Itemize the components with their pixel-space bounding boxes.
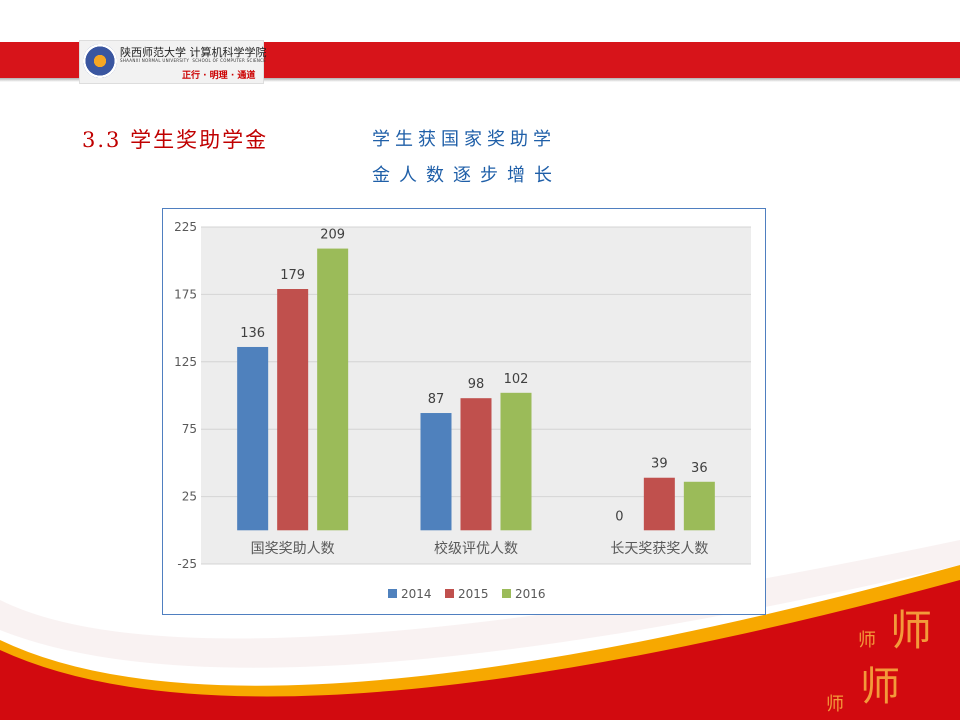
college-name-en: SCHOOL OF COMPUTER SCIENCE [192,58,267,63]
legend-label: 2015 [458,587,489,601]
college-name: 计算机科学学院 [189,46,267,59]
subtitle-line: 学生获国家奖助学 [372,129,556,150]
legend-swatch [502,589,511,598]
bar-2016 [683,481,715,531]
calligraphy-char: 师 [858,630,876,651]
calligraphy-char: 师 [860,664,900,710]
data-label: 209 [320,228,345,243]
data-label: 87 [428,392,445,407]
subtitle-line: 金人数逐步增长 [372,165,561,186]
bar-2015 [460,398,492,531]
calligraphy-char: 师 [826,694,844,715]
bar-2015 [643,477,675,531]
data-label: 0 [615,509,623,524]
data-label: 36 [691,461,708,476]
x-category-label: 长天奖获奖人数 [610,540,708,557]
chart-container: 225 175 125 75 25 -25 国奖奖助人数 136 179 209 校级评优人数 87 9… [162,208,766,615]
legend-label: 2016 [515,587,546,601]
y-tick-label: -25 [177,557,197,571]
data-label: 179 [280,268,305,283]
bar-2015 [277,289,309,531]
bar-2014 [420,413,452,531]
data-label: 98 [468,377,485,392]
x-category-label: 校级评优人数 [434,540,518,557]
university-name-en: SHAANXI NORMAL UNIVERSITY [120,58,190,63]
university-name: 陕西师范大学 [120,46,186,59]
data-label: 102 [504,372,529,387]
y-tick-label: 175 [174,287,197,301]
motto: 正行 · 明理 · 通道 [182,71,256,81]
y-tick-label: 225 [174,220,197,234]
y-tick-label: 25 [182,490,197,504]
calligraphy-logo: 师 师 师 师 [826,606,932,715]
y-tick-label: 125 [174,355,197,369]
bar-chart: 225 175 125 75 25 -25 国奖奖助人数 136 179 209 校级评优人数 87 9… [174,220,751,601]
section-title: 3.3 学生奖助学金 [82,128,269,152]
bar-2016 [317,248,349,531]
data-label: 136 [240,326,265,341]
legend-label: 2014 [401,587,432,601]
x-category-label: 国奖奖助人数 [251,540,335,557]
legend-swatch [388,589,397,598]
university-logo: 陕西师范大学 计算机科学学院 SHAANXI NORMAL UNIVERSITY… [79,40,267,84]
subtitle: 学生获国家奖助学 金人数逐步增长 [372,122,592,194]
bar-2014 [237,346,269,531]
university-seal-icon [83,44,117,78]
y-tick-label: 75 [182,422,197,436]
bar-2016 [500,392,532,531]
calligraphy-char: 师 [890,606,932,655]
data-label: 39 [651,457,668,472]
legend-swatch [445,589,454,598]
header-shadow [0,78,960,82]
